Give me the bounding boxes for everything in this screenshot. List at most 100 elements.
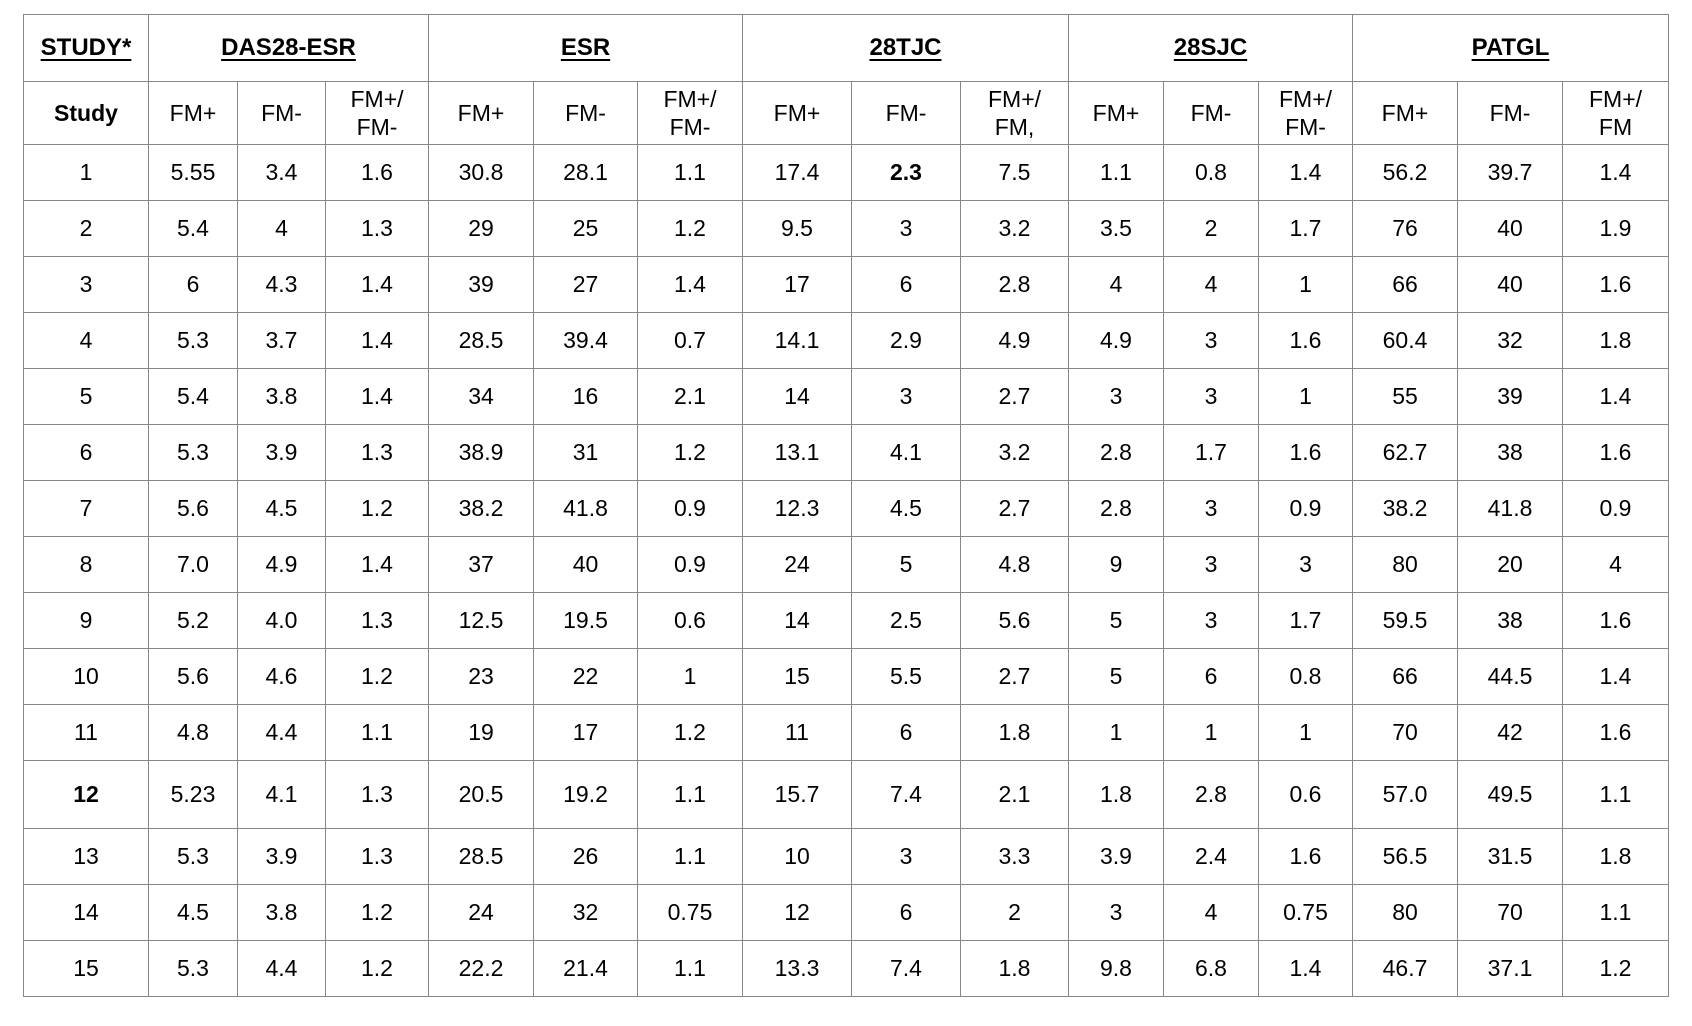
value-cell: 1.1 — [1562, 884, 1669, 941]
value-cell: 5.2 — [148, 592, 238, 649]
value-cell: 0.8 — [1163, 144, 1259, 201]
value-cell: 1 — [1258, 256, 1353, 313]
value-cell: 4.9 — [237, 536, 326, 593]
value-cell: 7.4 — [851, 760, 961, 829]
value-cell: 1 — [637, 648, 743, 705]
value-cell: 1.3 — [325, 424, 429, 481]
value-cell: 4 — [1068, 256, 1164, 313]
value-cell: 20.5 — [428, 760, 534, 829]
value-cell: 3.5 — [1068, 200, 1164, 257]
value-cell: 38.2 — [428, 480, 534, 537]
table-body: 1 5.55 3.4 1.6 30.8 28.1 1.1 17.4 2.3 7.5 1.1 0.8 1.… — [23, 144, 1669, 997]
value-cell: 1.2 — [637, 704, 743, 761]
value-cell: 5.23 — [148, 760, 238, 829]
study-id-cell: 8 — [23, 536, 149, 593]
table-row: 4 5.3 3.7 1.4 28.5 39.4 0.7 14.1 2.9 4.9 4.9 3 1.6 60… — [23, 312, 1669, 369]
value-cell: 17 — [533, 704, 638, 761]
value-cell: 2.4 — [1163, 828, 1259, 885]
value-cell: 0.6 — [1258, 760, 1353, 829]
value-cell: 2.8 — [960, 256, 1069, 313]
value-cell: 1.3 — [325, 592, 429, 649]
value-cell: 56.2 — [1352, 144, 1458, 201]
value-cell: 2.1 — [960, 760, 1069, 829]
value-cell: 1.2 — [325, 480, 429, 537]
value-cell: 4.5 — [237, 480, 326, 537]
value-cell: 1.8 — [960, 704, 1069, 761]
study-id-cell: 2 — [23, 200, 149, 257]
value-cell: 1 — [1068, 704, 1164, 761]
value-cell: 0.8 — [1258, 648, 1353, 705]
value-cell: 20 — [1457, 536, 1563, 593]
value-cell: 4.1 — [237, 760, 326, 829]
value-cell: 1.2 — [1562, 940, 1669, 997]
value-cell: 7.4 — [851, 940, 961, 997]
table-row: 9 5.2 4.0 1.3 12.5 19.5 0.6 14 2.5 5.6 5 3 1.7 59.5 38… — [23, 592, 1669, 649]
value-cell: 3 — [1163, 368, 1259, 425]
value-cell: 32 — [1457, 312, 1563, 369]
value-cell: 38 — [1457, 592, 1563, 649]
value-cell: 4 — [237, 200, 326, 257]
value-cell: 3 — [851, 200, 961, 257]
value-cell: 24 — [428, 884, 534, 941]
value-cell: 44.5 — [1457, 648, 1563, 705]
value-cell: 0.9 — [637, 536, 743, 593]
value-cell: 6 — [1163, 648, 1259, 705]
value-cell: 4 — [1163, 884, 1259, 941]
value-cell: 34 — [428, 368, 534, 425]
table-row: 14 4.5 3.8 1.2 24 32 0.75 12 6 2 3 4 0.75 80 70 1.1 — [23, 884, 1669, 941]
value-cell: 5.4 — [148, 200, 238, 257]
table-row: 7 5.6 4.5 1.2 38.2 41.8 0.9 12.3 4.5 2.7 2.8 3 0.9 38… — [23, 480, 1669, 537]
value-cell: 12 — [742, 884, 852, 941]
value-cell: 5.3 — [148, 940, 238, 997]
value-cell: 40 — [1457, 256, 1563, 313]
value-cell: 1.8 — [960, 940, 1069, 997]
value-cell: 1.1 — [1068, 144, 1164, 201]
value-cell: 6.8 — [1163, 940, 1259, 997]
das28-esr-fm-plus-header: FM+ — [148, 81, 238, 145]
value-cell: 38 — [1457, 424, 1563, 481]
value-cell: 3.4 — [237, 144, 326, 201]
table-row: 10 5.6 4.6 1.2 23 22 1 15 5.5 2.7 5 6 0.8 66 44.5 1.4 — [23, 648, 1669, 705]
value-cell: 1.8 — [1068, 760, 1164, 829]
value-cell: 4.6 — [237, 648, 326, 705]
value-cell: 24 — [742, 536, 852, 593]
table-row: 5 5.4 3.8 1.4 34 16 2.1 14 3 2.7 3 3 1 55 39 1.4 — [23, 368, 1669, 425]
study-id-cell: 9 — [23, 592, 149, 649]
value-cell: 38.2 — [1352, 480, 1458, 537]
value-cell: 1.2 — [325, 648, 429, 705]
table-row: 12 5.23 4.1 1.3 20.5 19.2 1.1 15.7 7.4 2.1 1.8 2.8 0… — [23, 760, 1669, 829]
value-cell: 80 — [1352, 536, 1458, 593]
das28-esr-ratio-header: FM+/ FM- — [325, 81, 429, 145]
value-cell: 3.9 — [237, 828, 326, 885]
value-cell: 37.1 — [1457, 940, 1563, 997]
value-cell: 25 — [533, 200, 638, 257]
value-cell: 80 — [1352, 884, 1458, 941]
table-row: 3 6 4.3 1.4 39 27 1.4 17 6 2.8 4 4 1 66 40 1.6 — [23, 256, 1669, 313]
value-cell: 1.1 — [325, 704, 429, 761]
value-cell: 4.5 — [851, 480, 961, 537]
value-cell: 0.7 — [637, 312, 743, 369]
value-cell: 49.5 — [1457, 760, 1563, 829]
28tjc-fm-plus-header: FM+ — [742, 81, 852, 145]
value-cell: 4.1 — [851, 424, 961, 481]
group-header-row: STUDY* DAS28-ESR ESR 28TJC 28SJC PATGL — [23, 14, 1669, 82]
value-cell: 59.5 — [1352, 592, 1458, 649]
value-cell: 1.6 — [1562, 704, 1669, 761]
value-cell: 3 — [1163, 312, 1259, 369]
value-cell: 3.8 — [237, 368, 326, 425]
value-cell: 1.6 — [325, 144, 429, 201]
patgl-fm-minus-header: FM- — [1457, 81, 1563, 145]
table-row: 2 5.4 4 1.3 29 25 1.2 9.5 3 3.2 3.5 2 1.7 76 40 1.9 — [23, 200, 1669, 257]
value-cell: 1.4 — [1562, 368, 1669, 425]
value-cell: 4 — [1163, 256, 1259, 313]
value-cell: 1.6 — [1258, 424, 1353, 481]
value-cell: 3.2 — [960, 200, 1069, 257]
value-cell: 3 — [851, 368, 961, 425]
value-cell: 1.4 — [325, 368, 429, 425]
value-cell: 6 — [851, 884, 961, 941]
value-cell: 32 — [533, 884, 638, 941]
value-cell: 14 — [742, 368, 852, 425]
value-cell: 5.6 — [148, 648, 238, 705]
value-cell: 3 — [1068, 368, 1164, 425]
value-cell: 5 — [851, 536, 961, 593]
